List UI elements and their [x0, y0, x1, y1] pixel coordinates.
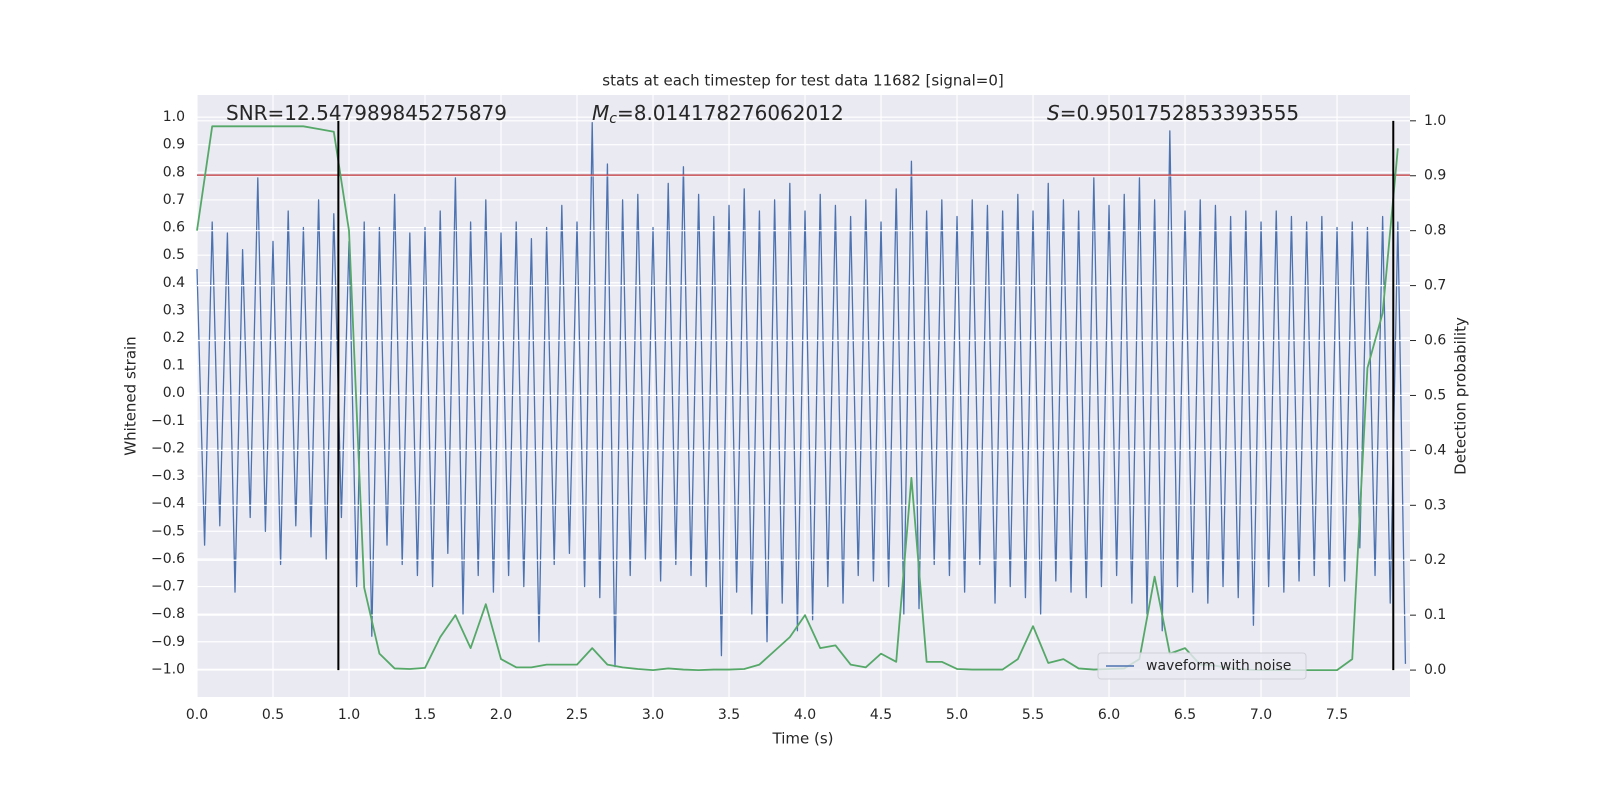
y-tick-label: 0.4 — [163, 275, 185, 291]
annotation-subscript: c — [609, 111, 617, 127]
x-tick-label: 7.5 — [1326, 707, 1348, 723]
y2-tick-label: 0.7 — [1424, 278, 1446, 294]
y2-tick-label: 0.0 — [1424, 662, 1446, 678]
x-tick-label: 6.0 — [1098, 707, 1120, 723]
y-tick-label: 0.2 — [163, 330, 185, 346]
x-axis-label: Time (s) — [772, 730, 834, 748]
x-tick-label: 6.5 — [1174, 707, 1196, 723]
y-tick-label: −1.0 — [151, 661, 185, 677]
y2-tick-label: 0.8 — [1424, 223, 1446, 239]
x-tick-label: 5.5 — [1022, 707, 1044, 723]
y-tick-label: 0.9 — [163, 137, 185, 153]
y2-tick-label: 0.9 — [1424, 168, 1446, 184]
annotation: Mc=8.014178276062012 — [592, 101, 844, 128]
annotation-symbol: S — [1047, 101, 1060, 125]
y-tick-label: 0.0 — [163, 385, 185, 401]
y-tick-label: 0.8 — [163, 164, 185, 180]
y2-tick-label: 0.5 — [1424, 387, 1446, 403]
x-tick-label: 1.5 — [414, 707, 436, 723]
y-tick-label: −0.3 — [151, 468, 185, 484]
waveform-line — [196, 121, 1407, 668]
y2-tick-label: 1.0 — [1424, 113, 1446, 129]
x-tick-label: 2.5 — [566, 707, 588, 723]
y-tick-label: 0.6 — [163, 220, 185, 236]
x-tick-label: 4.0 — [794, 707, 816, 723]
x-tick-label: 5.0 — [946, 707, 968, 723]
y-tick-label: −0.7 — [151, 579, 185, 595]
y2-tick-label: 0.3 — [1424, 497, 1446, 513]
y-tick-label: 0.1 — [163, 358, 185, 374]
y-tick-label: −0.6 — [151, 551, 185, 567]
y-tick-label: −0.9 — [151, 634, 185, 650]
x-tick-label: 7.0 — [1250, 707, 1272, 723]
y2-tick-label: 0.4 — [1424, 442, 1446, 458]
legend-box — [1097, 652, 1307, 680]
x-tick-label: 3.0 — [642, 707, 664, 723]
annotation: S=0.9501752853393555 — [1047, 101, 1299, 125]
y-axis-label: Whitened strain — [122, 336, 140, 455]
y2-tick-label: 0.2 — [1424, 552, 1446, 568]
x-tick-label: 3.5 — [718, 707, 740, 723]
legend-label: waveform with noise — [1146, 658, 1291, 674]
x-tick-label: 4.5 — [870, 707, 892, 723]
x-tick-label: 0.5 — [262, 707, 284, 723]
y2-axis-label: Detection probability — [1452, 317, 1470, 475]
annotation-symbol: M — [592, 101, 609, 125]
y-tick-label: 1.0 — [163, 109, 185, 125]
y-tick-label: −0.5 — [151, 523, 185, 539]
annotation-text: =8.014178276062012 — [617, 101, 844, 125]
x-tick-label: 2.0 — [490, 707, 512, 723]
y-tick-label: −0.4 — [151, 496, 185, 512]
y-tick-label: 0.5 — [163, 247, 185, 263]
y-tick-label: −0.8 — [151, 606, 185, 622]
y2-tick-label: 0.1 — [1424, 607, 1446, 623]
annotation-text: SNR=12.547989845275879 — [226, 101, 507, 125]
annotation-text: =0.9501752853393555 — [1060, 101, 1299, 125]
x-tick-label: 0.0 — [186, 707, 208, 723]
annotation: SNR=12.547989845275879 — [226, 101, 507, 125]
y-tick-label: 0.7 — [163, 192, 185, 208]
y-tick-label: 0.3 — [163, 302, 185, 318]
chart-title: stats at each timestep for test data 116… — [602, 72, 1003, 90]
y-tick-label: −0.2 — [151, 440, 185, 456]
x-tick-label: 1.0 — [338, 707, 360, 723]
y-tick-label: −0.1 — [151, 413, 185, 429]
y2-tick-label: 0.6 — [1424, 333, 1446, 349]
